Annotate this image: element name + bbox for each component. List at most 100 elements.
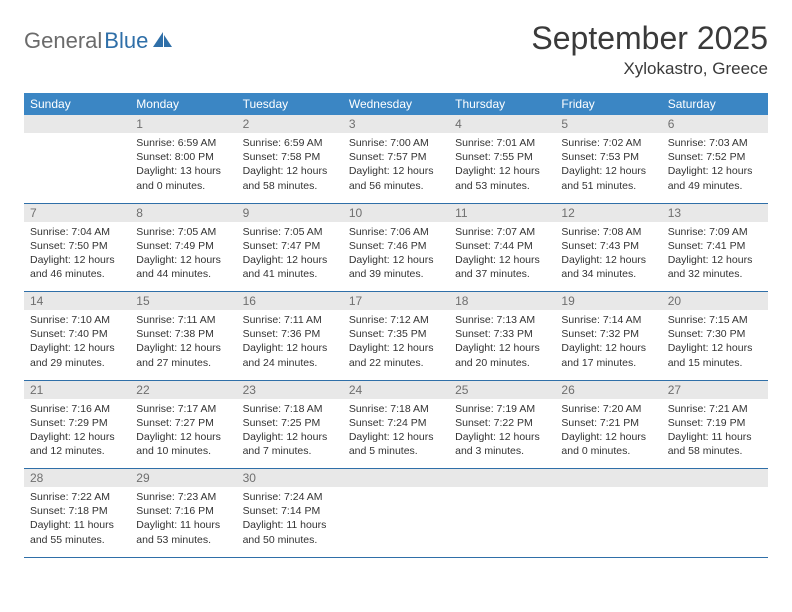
sunrise-text: Sunrise: 7:23 AM [136, 490, 230, 504]
daylight-text: Daylight: 13 hours and 0 minutes. [136, 164, 230, 192]
day-number-cell: 11 [449, 203, 555, 222]
sunset-text: Sunset: 7:43 PM [561, 239, 655, 253]
day-number-cell: 12 [555, 203, 661, 222]
weekday-header: Saturday [662, 93, 768, 115]
day-number-cell [24, 115, 130, 133]
day-number-cell: 3 [343, 115, 449, 133]
day-cell: Sunrise: 7:13 AMSunset: 7:33 PMDaylight:… [449, 310, 555, 380]
sunset-text: Sunset: 7:55 PM [455, 150, 549, 164]
sail-icon [152, 31, 174, 49]
day-number-cell: 13 [662, 203, 768, 222]
sunrise-text: Sunrise: 7:01 AM [455, 136, 549, 150]
sunset-text: Sunset: 7:21 PM [561, 416, 655, 430]
day-cell: Sunrise: 7:11 AMSunset: 7:36 PMDaylight:… [237, 310, 343, 380]
daylight-text: Daylight: 12 hours and 51 minutes. [561, 164, 655, 192]
day-cell: Sunrise: 7:14 AMSunset: 7:32 PMDaylight:… [555, 310, 661, 380]
day-number-cell: 19 [555, 292, 661, 311]
daylight-text: Daylight: 12 hours and 12 minutes. [30, 430, 124, 458]
sunrise-text: Sunrise: 7:15 AM [668, 313, 762, 327]
sunset-text: Sunset: 7:30 PM [668, 327, 762, 341]
sunset-text: Sunset: 7:38 PM [136, 327, 230, 341]
day-number-cell: 16 [237, 292, 343, 311]
daylight-text: Daylight: 12 hours and 53 minutes. [455, 164, 549, 192]
day-number-cell: 4 [449, 115, 555, 133]
day-cell: Sunrise: 7:07 AMSunset: 7:44 PMDaylight:… [449, 222, 555, 292]
day-cell: Sunrise: 7:04 AMSunset: 7:50 PMDaylight:… [24, 222, 130, 292]
daylight-text: Daylight: 12 hours and 17 minutes. [561, 341, 655, 369]
weekday-header: Monday [130, 93, 236, 115]
day-number-cell: 9 [237, 203, 343, 222]
day-cell: Sunrise: 6:59 AMSunset: 7:58 PMDaylight:… [237, 133, 343, 203]
day-number-row: 282930 [24, 469, 768, 488]
daylight-text: Daylight: 12 hours and 10 minutes. [136, 430, 230, 458]
sunrise-text: Sunrise: 7:10 AM [30, 313, 124, 327]
day-number-cell: 5 [555, 115, 661, 133]
day-number-cell [662, 469, 768, 488]
day-number-cell: 27 [662, 380, 768, 399]
daylight-text: Daylight: 12 hours and 29 minutes. [30, 341, 124, 369]
sunrise-text: Sunrise: 7:08 AM [561, 225, 655, 239]
sunrise-text: Sunrise: 7:00 AM [349, 136, 443, 150]
day-number-cell: 29 [130, 469, 236, 488]
sunrise-text: Sunrise: 7:19 AM [455, 402, 549, 416]
day-content-row: Sunrise: 7:22 AMSunset: 7:18 PMDaylight:… [24, 487, 768, 557]
sunset-text: Sunset: 7:25 PM [243, 416, 337, 430]
sunrise-text: Sunrise: 7:18 AM [349, 402, 443, 416]
day-number-cell: 28 [24, 469, 130, 488]
daylight-text: Daylight: 12 hours and 15 minutes. [668, 341, 762, 369]
sunset-text: Sunset: 7:52 PM [668, 150, 762, 164]
day-number-cell: 8 [130, 203, 236, 222]
brand-part1: General [24, 28, 102, 54]
day-content-row: Sunrise: 6:59 AMSunset: 8:00 PMDaylight:… [24, 133, 768, 203]
sunrise-text: Sunrise: 7:17 AM [136, 402, 230, 416]
day-cell: Sunrise: 7:21 AMSunset: 7:19 PMDaylight:… [662, 399, 768, 469]
sunrise-text: Sunrise: 7:22 AM [30, 490, 124, 504]
day-number-cell: 18 [449, 292, 555, 311]
day-cell [662, 487, 768, 557]
day-content-row: Sunrise: 7:04 AMSunset: 7:50 PMDaylight:… [24, 222, 768, 292]
sunset-text: Sunset: 7:58 PM [243, 150, 337, 164]
day-number-cell: 17 [343, 292, 449, 311]
day-content-row: Sunrise: 7:10 AMSunset: 7:40 PMDaylight:… [24, 310, 768, 380]
day-number-cell [343, 469, 449, 488]
day-cell: Sunrise: 7:11 AMSunset: 7:38 PMDaylight:… [130, 310, 236, 380]
sunset-text: Sunset: 7:16 PM [136, 504, 230, 518]
day-cell: Sunrise: 7:09 AMSunset: 7:41 PMDaylight:… [662, 222, 768, 292]
day-cell: Sunrise: 7:16 AMSunset: 7:29 PMDaylight:… [24, 399, 130, 469]
day-cell: Sunrise: 7:17 AMSunset: 7:27 PMDaylight:… [130, 399, 236, 469]
sunset-text: Sunset: 7:35 PM [349, 327, 443, 341]
day-number-cell: 23 [237, 380, 343, 399]
day-number-row: 78910111213 [24, 203, 768, 222]
daylight-text: Daylight: 12 hours and 41 minutes. [243, 253, 337, 281]
day-cell: Sunrise: 7:20 AMSunset: 7:21 PMDaylight:… [555, 399, 661, 469]
sunrise-text: Sunrise: 7:20 AM [561, 402, 655, 416]
title-block: September 2025 Xylokastro, Greece [531, 20, 768, 79]
day-number-cell: 20 [662, 292, 768, 311]
sunset-text: Sunset: 7:36 PM [243, 327, 337, 341]
day-cell: Sunrise: 7:10 AMSunset: 7:40 PMDaylight:… [24, 310, 130, 380]
sunset-text: Sunset: 7:46 PM [349, 239, 443, 253]
day-cell: Sunrise: 7:08 AMSunset: 7:43 PMDaylight:… [555, 222, 661, 292]
day-cell: Sunrise: 7:05 AMSunset: 7:47 PMDaylight:… [237, 222, 343, 292]
daylight-text: Daylight: 12 hours and 5 minutes. [349, 430, 443, 458]
sunrise-text: Sunrise: 7:03 AM [668, 136, 762, 150]
sunrise-text: Sunrise: 6:59 AM [136, 136, 230, 150]
daylight-text: Daylight: 11 hours and 53 minutes. [136, 518, 230, 546]
day-cell [343, 487, 449, 557]
sunrise-text: Sunrise: 7:21 AM [668, 402, 762, 416]
sunrise-text: Sunrise: 7:14 AM [561, 313, 655, 327]
sunset-text: Sunset: 7:14 PM [243, 504, 337, 518]
weekday-header-row: Sunday Monday Tuesday Wednesday Thursday… [24, 93, 768, 115]
day-content-row: Sunrise: 7:16 AMSunset: 7:29 PMDaylight:… [24, 399, 768, 469]
sunset-text: Sunset: 7:19 PM [668, 416, 762, 430]
day-cell: Sunrise: 7:12 AMSunset: 7:35 PMDaylight:… [343, 310, 449, 380]
daylight-text: Daylight: 12 hours and 20 minutes. [455, 341, 549, 369]
daylight-text: Daylight: 12 hours and 24 minutes. [243, 341, 337, 369]
weekday-header: Friday [555, 93, 661, 115]
calendar-table: Sunday Monday Tuesday Wednesday Thursday… [24, 93, 768, 558]
sunset-text: Sunset: 7:24 PM [349, 416, 443, 430]
sunrise-text: Sunrise: 7:04 AM [30, 225, 124, 239]
day-cell: Sunrise: 7:18 AMSunset: 7:25 PMDaylight:… [237, 399, 343, 469]
sunset-text: Sunset: 7:57 PM [349, 150, 443, 164]
sunset-text: Sunset: 7:49 PM [136, 239, 230, 253]
